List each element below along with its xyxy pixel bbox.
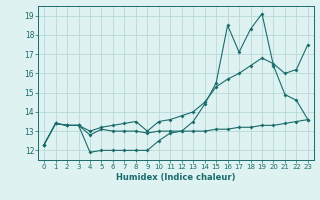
X-axis label: Humidex (Indice chaleur): Humidex (Indice chaleur)	[116, 173, 236, 182]
